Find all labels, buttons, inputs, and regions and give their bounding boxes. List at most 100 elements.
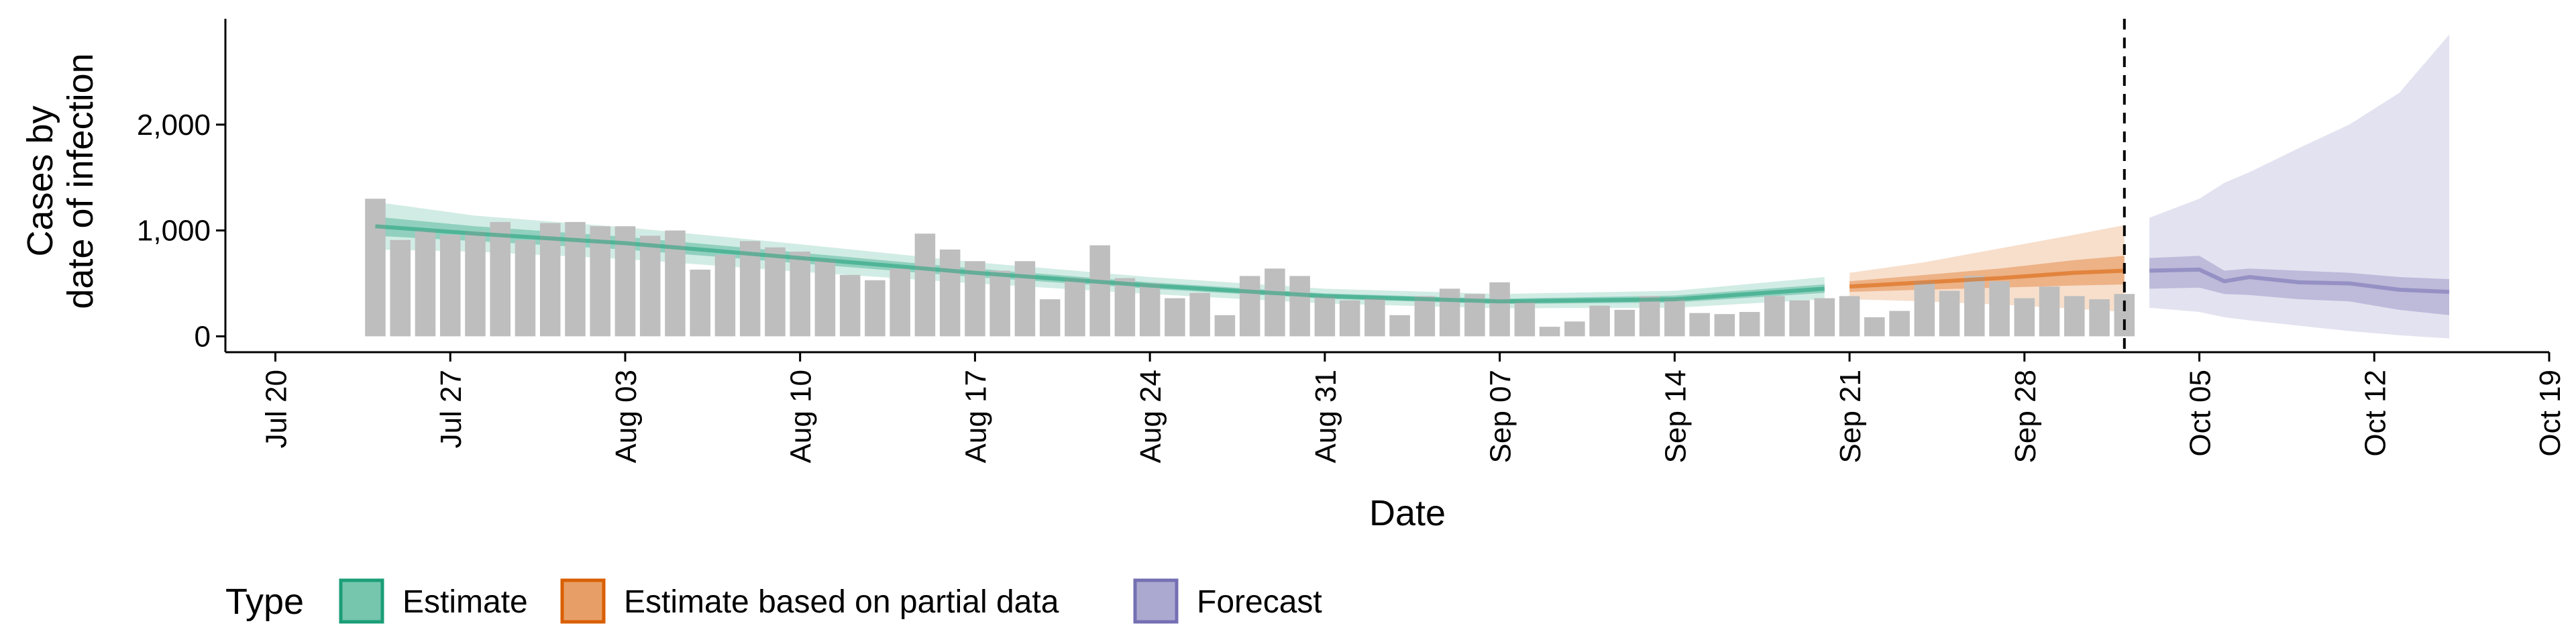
x-tick-label: Aug 10 — [785, 370, 818, 463]
case-bar — [1564, 321, 1585, 337]
case-bar — [439, 234, 461, 337]
case-bar — [1889, 311, 1910, 337]
x-tick-label: Oct 12 — [2359, 370, 2392, 457]
case-bar — [1839, 296, 1860, 337]
y-tick-label: 1,000 — [137, 215, 211, 248]
case-bar — [590, 226, 610, 337]
case-bar — [1664, 298, 1685, 337]
case-bar — [1514, 301, 1536, 337]
case-bar — [1014, 261, 1036, 337]
case-bar — [814, 259, 836, 337]
case-bar — [465, 231, 486, 337]
case-bar — [1439, 288, 1460, 337]
x-tick-label: Sep 28 — [2009, 370, 2042, 463]
legend-label-2: Forecast — [1197, 584, 1322, 620]
case-bar — [515, 239, 536, 337]
case-bar — [1614, 309, 1635, 337]
case-bar — [1489, 282, 1510, 337]
x-axis-title: Date — [1369, 493, 1446, 533]
legend-label-1: Estimate based on partial data — [624, 584, 1059, 620]
case-bar — [1189, 292, 1210, 337]
case-bar — [714, 254, 736, 337]
median-line-1 — [1849, 268, 2125, 289]
ribbon-inner-0 — [375, 217, 1825, 305]
case-bar — [989, 270, 1010, 337]
median-layer — [375, 19, 2450, 352]
case-bar — [690, 269, 710, 337]
case-bar — [1114, 278, 1136, 337]
case-bar — [390, 239, 411, 337]
case-bar — [1789, 300, 1810, 337]
case-bar — [739, 241, 761, 337]
case-bar — [1689, 313, 1710, 337]
legend-key-2 — [1133, 578, 1179, 624]
case-bar — [914, 233, 936, 337]
case-bar — [1914, 281, 1935, 337]
median-line-0 — [375, 224, 1825, 304]
case-bar — [1314, 296, 1336, 337]
case-bar — [1364, 298, 1385, 337]
case-bar — [1964, 276, 1985, 337]
case-bar — [1939, 290, 1960, 337]
x-tick-label: Aug 17 — [959, 370, 992, 463]
case-bar — [1414, 296, 1436, 337]
case-bar — [490, 221, 511, 337]
axes-layer: 0 1,000 2,000 Jul 20 Jul 27 Aug 03 Aug 10 Aug 1… — [20, 19, 2567, 533]
legend-label-0: Estimate — [402, 584, 528, 620]
case-bar — [1139, 283, 1161, 337]
case-bar — [1764, 296, 1785, 337]
case-bar — [1339, 300, 1360, 337]
ribbon-outer-2 — [2149, 34, 2450, 339]
case-bar — [790, 252, 810, 337]
case-bar — [839, 274, 861, 337]
case-bar — [2064, 296, 2085, 337]
case-bar — [1214, 315, 1236, 337]
y-tick-label: 2,000 — [137, 109, 211, 142]
legend-title: Type — [225, 582, 304, 622]
x-tick-label: Jul 20 — [260, 370, 292, 448]
case-bar — [365, 199, 386, 337]
case-bar — [2089, 299, 2110, 337]
x-tick-label: Sep 21 — [1834, 370, 1867, 463]
case-bar — [639, 235, 661, 337]
case-bar — [1539, 327, 1560, 337]
case-bar — [1265, 268, 1285, 337]
case-bar — [1589, 305, 1610, 337]
x-tick-label: Oct 19 — [2534, 370, 2567, 457]
case-bar — [1714, 314, 1735, 337]
case-bar — [865, 280, 885, 337]
case-bar — [1639, 296, 1660, 337]
case-bar — [1039, 299, 1061, 337]
x-tick-label: Aug 03 — [610, 370, 643, 463]
median-line-2 — [2149, 267, 2450, 294]
x-tick-label: Aug 24 — [1134, 370, 1167, 463]
y-axis-title-line: date of infection — [60, 53, 101, 309]
case-bar — [2039, 286, 2060, 337]
case-bar — [1165, 298, 1185, 337]
x-tick-label: Sep 14 — [1659, 370, 1692, 463]
case-bar — [1814, 298, 1835, 337]
case-bar — [1239, 276, 1260, 337]
y-tick-label: 0 — [195, 320, 211, 353]
ribbon-layer — [375, 34, 2450, 339]
case-bar — [939, 249, 961, 337]
case-bar — [1289, 276, 1310, 337]
case-bar — [539, 223, 561, 337]
case-bar — [1089, 245, 1110, 337]
case-bar — [1065, 278, 1085, 337]
legend-key-0 — [339, 578, 384, 624]
case-bar — [765, 247, 786, 337]
legend: Type Estimate Estimate based on partial da… — [225, 578, 1322, 624]
y-axis-title-line: Cases by — [20, 105, 60, 256]
legend-key-1 — [560, 578, 606, 624]
case-bar — [1389, 315, 1410, 337]
case-bar — [1864, 317, 1885, 337]
x-tick-label: Jul 27 — [435, 370, 468, 448]
case-bar — [415, 230, 436, 337]
case-bar — [1739, 312, 1760, 337]
x-tick-label: Sep 07 — [1485, 370, 1517, 463]
y-axis-title: Cases bydate of infection — [20, 53, 101, 309]
case-bar — [1989, 281, 2010, 337]
bar-layer — [365, 199, 2135, 337]
